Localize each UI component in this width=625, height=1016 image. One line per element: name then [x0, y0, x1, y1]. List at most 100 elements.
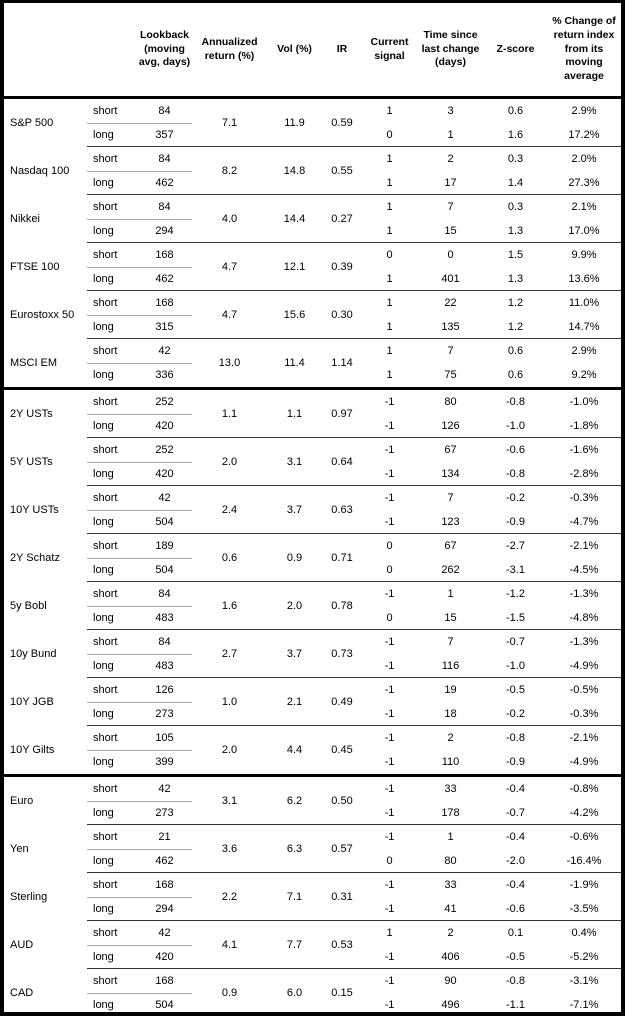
annualized-return-value: 3.6	[221, 842, 238, 855]
time-since-value: 262	[441, 563, 460, 576]
pct-change-value: -4.9%	[569, 755, 599, 768]
time-since-value: 123	[441, 515, 460, 528]
vol-value: 0.9	[286, 551, 303, 564]
time-since-value: 7	[447, 344, 454, 357]
horizon-label: short	[93, 974, 118, 987]
zscore-value: -0.2	[506, 707, 525, 720]
zscore-value: 1.3	[507, 272, 524, 285]
zscore-value: -3.1	[506, 563, 525, 576]
asset-group: Sterling 2.2 7.1 0.31 short 168 -1 33 -0.4 -1.9% l…	[4, 873, 621, 921]
signal-value: -1	[384, 950, 395, 963]
asset-group: 10Y JGB 1.0 2.1 0.49 short 126 -1 19 -0.5 -0.5% lo…	[4, 678, 621, 726]
zscore-value: -0.7	[506, 635, 525, 648]
horizon-label: long	[93, 998, 114, 1011]
annualized-return-value: 2.7	[221, 647, 238, 660]
pct-change-value: 11.0%	[568, 296, 600, 309]
annualized-return-value: 1.0	[221, 695, 238, 708]
vol-value: 11.4	[284, 356, 305, 369]
horizon-label: long	[93, 368, 114, 381]
zscore-value: -2.0	[506, 854, 525, 867]
pct-change-value: -1.3%	[569, 587, 599, 600]
pct-change-value: -2.8%	[569, 467, 599, 480]
horizon-label: short	[93, 635, 118, 648]
horizon-label: short	[93, 830, 118, 843]
lookback-value: 315	[155, 320, 174, 333]
horizon-label: long	[93, 854, 114, 867]
time-since-value: 1	[447, 587, 454, 600]
signal-value: -1	[384, 806, 395, 819]
signal-value: -1	[384, 830, 395, 843]
pct-change-value: -5.2%	[569, 950, 599, 963]
ir-value: 1.14	[331, 356, 353, 369]
asset-name: 10Y USTs	[10, 503, 59, 516]
signal-value: -1	[384, 707, 395, 720]
horizon-label: short	[93, 878, 118, 891]
time-since-value: 22	[444, 296, 457, 309]
time-since-value: 19	[444, 683, 457, 696]
horizon-label: long	[93, 176, 114, 189]
time-since-value: 90	[444, 974, 457, 987]
lookback-value: 504	[155, 998, 174, 1011]
zscore-value: 1.5	[507, 248, 524, 261]
asset-group: 10y Bund 2.7 3.7 0.73 short 84 -1 7 -0.7 -1.3% lon…	[4, 630, 621, 678]
pct-change-value: -0.3%	[569, 707, 599, 720]
col-header-pct-change: % Change of return index from its moving…	[552, 14, 616, 83]
horizon-label: short	[93, 104, 118, 117]
asset-group: 5Y USTs 2.0 3.1 0.64 short 252 -1 67 -0.6 -1.6% lo…	[4, 438, 621, 486]
col-header-annualized-return: Annualized return (%)	[201, 35, 258, 62]
horizon-label: short	[93, 683, 118, 696]
time-since-value: 496	[441, 998, 460, 1011]
zscore-value: -1.5	[506, 611, 525, 624]
annualized-return-value: 0.6	[221, 551, 238, 564]
signal-value: -1	[384, 782, 395, 795]
pct-change-value: -4.2%	[569, 806, 599, 819]
lookback-value: 504	[155, 515, 174, 528]
zscore-value: -0.8	[506, 467, 525, 480]
horizon-label: long	[93, 467, 114, 480]
ir-value: 0.15	[331, 986, 353, 999]
time-since-value: 135	[441, 320, 460, 333]
signal-value: -1	[384, 683, 395, 696]
lookback-value: 273	[155, 707, 174, 720]
time-since-value: 110	[441, 755, 460, 768]
time-since-value: 7	[447, 200, 454, 213]
time-since-value: 15	[444, 611, 457, 624]
zscore-value: -1.1	[506, 998, 525, 1011]
zscore-value: 0.3	[507, 152, 524, 165]
annualized-return-value: 4.0	[221, 212, 238, 225]
signal-value: 0	[386, 128, 393, 141]
col-header-vol: Vol (%)	[277, 42, 312, 55]
zscore-value: -0.2	[506, 491, 525, 504]
lookback-value: 420	[155, 467, 174, 480]
vol-value: 7.1	[286, 890, 303, 903]
asset-name: 5Y USTs	[10, 455, 53, 468]
lookback-value: 84	[158, 104, 171, 117]
lookback-value: 420	[155, 950, 174, 963]
pct-change-value: 2.1%	[571, 200, 597, 213]
time-since-value: 75	[444, 368, 457, 381]
time-since-value: 2	[447, 731, 454, 744]
horizon-label: long	[93, 707, 114, 720]
zscore-value: -0.8	[506, 974, 525, 987]
lookback-value: 189	[155, 539, 174, 552]
asset-name: 10y Bund	[10, 647, 57, 660]
zscore-value: -2.7	[506, 539, 525, 552]
horizon-label: short	[93, 587, 118, 600]
horizon-label: long	[93, 224, 114, 237]
horizon-label: long	[93, 419, 114, 432]
vol-value: 4.4	[286, 743, 303, 756]
lookback-value: 273	[155, 806, 174, 819]
asset-name: Euro	[10, 794, 34, 807]
vol-value: 7.7	[286, 938, 303, 951]
time-since-value: 134	[441, 467, 460, 480]
time-since-value: 67	[444, 443, 457, 456]
asset-name: 10Y JGB	[10, 695, 54, 708]
time-since-value: 401	[441, 272, 460, 285]
ir-value: 0.45	[331, 743, 353, 756]
zscore-value: 0.6	[507, 104, 524, 117]
lookback-value: 483	[155, 611, 174, 624]
signal-value: -1	[384, 731, 395, 744]
signal-value: 1	[386, 368, 393, 381]
pct-change-value: 2.9%	[571, 344, 597, 357]
zscore-value: -0.4	[506, 878, 525, 891]
